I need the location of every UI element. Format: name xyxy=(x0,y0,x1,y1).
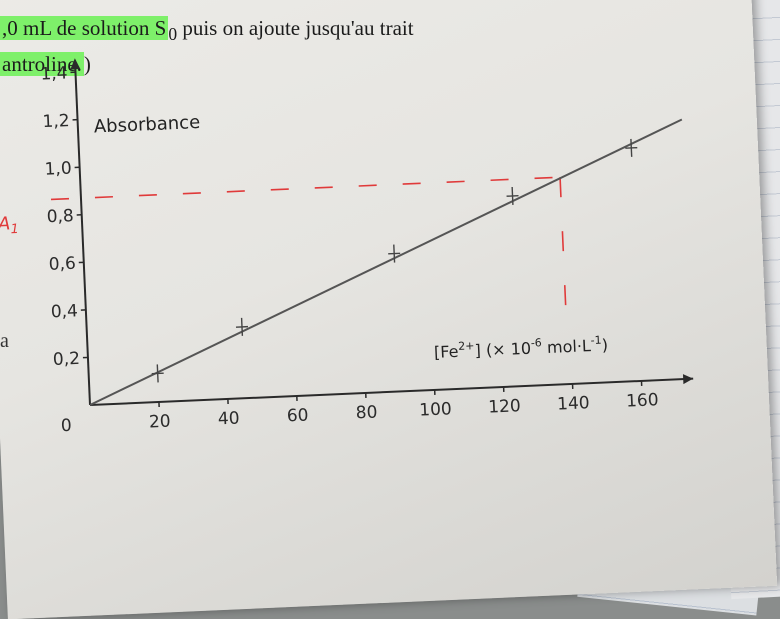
y-axis-arrow xyxy=(70,58,80,69)
data-point xyxy=(151,364,164,383)
chart-ticks: 20 40 60 80 100 120 140 160 0,2 0,4 0,6 0,8 1,0 1,2 1,… xyxy=(40,38,659,436)
data-point-v xyxy=(512,187,513,205)
data-point-v xyxy=(394,245,395,263)
y-tick-label: 1,2 xyxy=(42,111,70,132)
x-axis-line xyxy=(90,379,693,405)
x-tick-label: 160 xyxy=(626,390,659,411)
annotation-horizontal-dash xyxy=(51,177,560,199)
origin-label: 0 xyxy=(60,416,72,436)
y-tick-label: 0,2 xyxy=(53,349,81,370)
x-axis-arrow xyxy=(683,374,693,384)
x-tick-label: 100 xyxy=(419,399,452,420)
fit-line xyxy=(79,119,693,405)
x-tick-label: 140 xyxy=(557,393,590,414)
data-point-v xyxy=(631,139,632,157)
y-tick-label: 0,6 xyxy=(48,254,76,275)
x-tick-label: 60 xyxy=(286,405,308,426)
x-axis-title: [Fe2+] (× 10-6 mol·L-1) xyxy=(434,333,609,362)
y-tick-label: 0,4 xyxy=(50,301,78,322)
absorbance-chart: 20 40 60 80 100 120 140 160 0,2 0,4 0,6 0,8 1,0 1,2 1,… xyxy=(0,0,780,585)
y-tick-label: 1,4 xyxy=(40,63,68,84)
x-tick-label: 20 xyxy=(149,412,171,433)
y-tick-label: 1,0 xyxy=(44,159,72,180)
data-point-v xyxy=(157,364,158,382)
annotation-vertical-dash xyxy=(560,177,566,324)
y-tick-label: 0,8 xyxy=(46,206,74,227)
y-axis-title: Absorbance xyxy=(93,112,200,138)
data-point-v xyxy=(242,318,243,336)
x-tick-label: 40 xyxy=(217,408,239,429)
annotation-label: A1 xyxy=(0,213,19,238)
x-tick-label: 120 xyxy=(488,396,521,417)
chart-annotation xyxy=(51,177,566,346)
chart-series xyxy=(79,119,693,405)
x-tick-label: 80 xyxy=(355,402,377,423)
chart-axes xyxy=(70,32,694,410)
